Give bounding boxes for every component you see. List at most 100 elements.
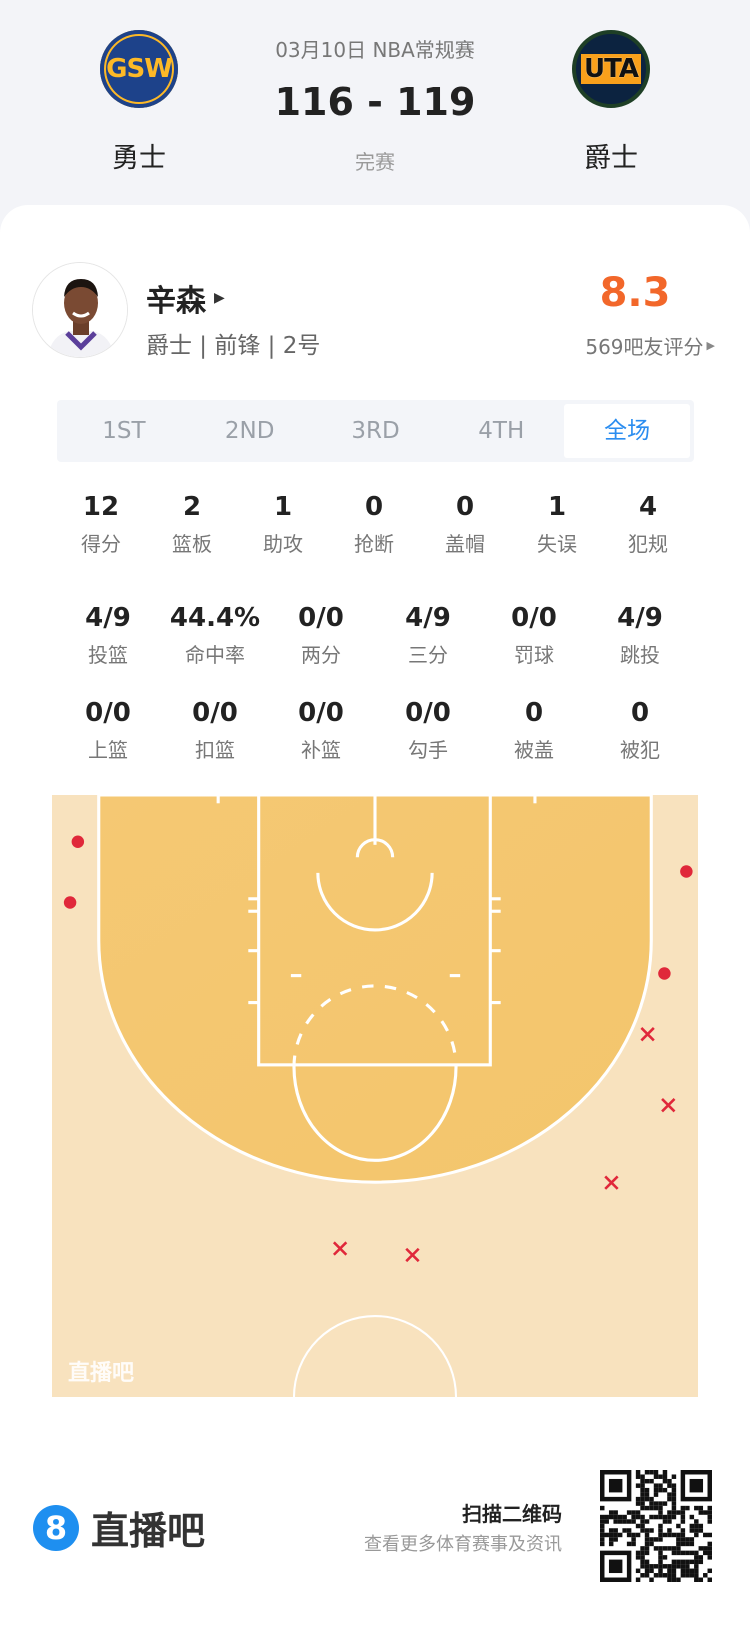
made-shot-marker — [63, 896, 77, 909]
stat-label: 被盖 — [514, 738, 554, 762]
made-shot-marker — [71, 835, 85, 849]
stat-value: 4 — [638, 492, 658, 522]
home-team-name[interactable]: 勇士 — [112, 143, 166, 174]
stat-value: 2 — [182, 492, 202, 522]
missed-shot-marker — [604, 1175, 619, 1190]
watermark: 直播吧 — [68, 1361, 135, 1386]
tab-2nd[interactable]: 2ND — [224, 418, 275, 444]
stat-5: 0 被犯 — [585, 698, 695, 763]
player-info: 爵士 | 前锋 | 2号 — [146, 333, 321, 359]
three-point-line — [97, 793, 653, 1184]
period-tabs: 1ST 2ND 3RD 4TH 全场 — [57, 400, 694, 462]
player-rating: 8.3 — [599, 270, 671, 316]
stat-value: 4/9 — [617, 603, 663, 633]
missed-shot-marker — [405, 1247, 420, 1263]
stat-label: 失误 — [537, 532, 577, 556]
missed-shot-marker — [332, 1241, 348, 1256]
qr-code-icon — [600, 1470, 712, 1582]
gsw-team-logo[interactable]: GSW — [100, 30, 178, 108]
stat-label: 补篮 — [301, 738, 341, 762]
stat-value: 1 — [547, 492, 567, 522]
stat-label: 助攻 — [263, 532, 303, 556]
center-circle — [292, 1315, 458, 1398]
brand-mark-icon: 8 — [33, 1504, 79, 1551]
stat-value: 12 — [82, 492, 120, 522]
stat-value: 4/9 — [405, 603, 451, 633]
rim — [355, 838, 395, 858]
stat-0: 12 得分 — [46, 492, 156, 557]
stat-3: 0 抢断 — [319, 492, 429, 557]
stat-1: 0/0 扣篮 — [160, 698, 270, 763]
court-diagram — [52, 791, 698, 1398]
stat-0: 4/9 投篮 — [53, 603, 163, 668]
restricted-area — [316, 872, 434, 932]
stat-value: 0/0 — [298, 698, 344, 728]
stat-label: 扣篮 — [195, 738, 235, 762]
tab-3rd[interactable]: 3RD — [351, 418, 400, 444]
brand-logo: 8 直播吧 — [33, 1500, 205, 1555]
stat-value: 0/0 — [405, 698, 451, 728]
triangle-right-icon: ▶ — [214, 290, 225, 306]
tab-full-game[interactable]: 全场 — [564, 404, 690, 458]
stat-3: 0/0 勾手 — [373, 698, 483, 763]
stat-label: 篮板 — [172, 532, 212, 556]
stat-2: 1 助攻 — [228, 492, 338, 557]
tab-4th[interactable]: 4TH — [478, 418, 525, 444]
scan-subtitle: 查看更多体育赛事及资讯 — [364, 1534, 562, 1555]
player-avatar[interactable] — [32, 262, 128, 358]
stat-label: 命中率 — [185, 643, 245, 667]
stat-6: 4 犯规 — [593, 492, 703, 557]
stat-value: 0/0 — [511, 603, 557, 633]
stat-value: 0 — [364, 492, 384, 522]
game-score: 116 - 119 — [274, 80, 476, 124]
rating-count-link[interactable]: 569吧友评分 ▶ — [560, 331, 715, 360]
stat-0: 0/0 上篮 — [53, 698, 163, 763]
made-shot-marker — [658, 967, 671, 980]
stat-4: 0 被盖 — [479, 698, 589, 763]
player-name: 辛森 — [146, 284, 206, 319]
stat-2: 0/0 两分 — [266, 603, 376, 668]
free-throw-circle-top — [292, 984, 458, 1067]
missed-shot-marker — [661, 1098, 676, 1113]
stat-5: 1 失误 — [502, 492, 612, 557]
missed-shot-marker — [640, 1027, 655, 1042]
tab-1st[interactable]: 1ST — [102, 418, 146, 444]
stat-value: 44.4% — [169, 603, 261, 633]
stat-value: 0 — [524, 698, 544, 728]
stat-label: 投篮 — [88, 643, 128, 667]
stat-1: 44.4% 命中率 — [160, 603, 270, 668]
made-shot-marker — [680, 865, 693, 878]
stat-value: 0 — [630, 698, 650, 728]
stat-label: 抢断 — [354, 532, 394, 556]
stat-label: 跳投 — [620, 643, 660, 667]
stat-value: 0/0 — [298, 603, 344, 633]
stat-4: 0 盖帽 — [410, 492, 520, 557]
rating-count: 569吧友评分 — [585, 335, 704, 359]
qr-code[interactable] — [600, 1470, 712, 1582]
stat-value: 4/9 — [85, 603, 131, 633]
player-photo-icon — [33, 263, 127, 357]
triangle-right-icon: ▶ — [706, 339, 715, 352]
away-abbr: UTA — [581, 54, 641, 84]
stat-value: 1 — [273, 492, 293, 522]
stat-5: 4/9 跳投 — [585, 603, 695, 668]
stat-1: 2 篮板 — [137, 492, 247, 557]
stat-value: 0 — [455, 492, 475, 522]
stat-4: 0/0 罚球 — [479, 603, 589, 668]
away-team-name[interactable]: 爵士 — [584, 143, 638, 174]
brand-name: 直播吧 — [91, 1509, 206, 1553]
game-status: 完赛 — [355, 150, 395, 174]
scan-title: 扫描二维码 — [462, 1502, 562, 1526]
stat-label: 三分 — [408, 643, 448, 667]
stat-label: 勾手 — [408, 738, 448, 762]
shot-chart: 直播吧 — [52, 791, 698, 1398]
uta-team-logo[interactable]: UTA — [572, 30, 650, 108]
player-name-link[interactable]: 辛森 ▶ — [146, 276, 225, 320]
stat-label: 盖帽 — [445, 532, 485, 556]
stat-label: 得分 — [81, 532, 121, 556]
stat-3: 4/9 三分 — [373, 603, 483, 668]
stat-value: 0/0 — [192, 698, 238, 728]
home-abbr: GSW — [106, 54, 173, 84]
stat-label: 罚球 — [514, 643, 554, 667]
free-throw-circle-bottom — [292, 1066, 458, 1162]
